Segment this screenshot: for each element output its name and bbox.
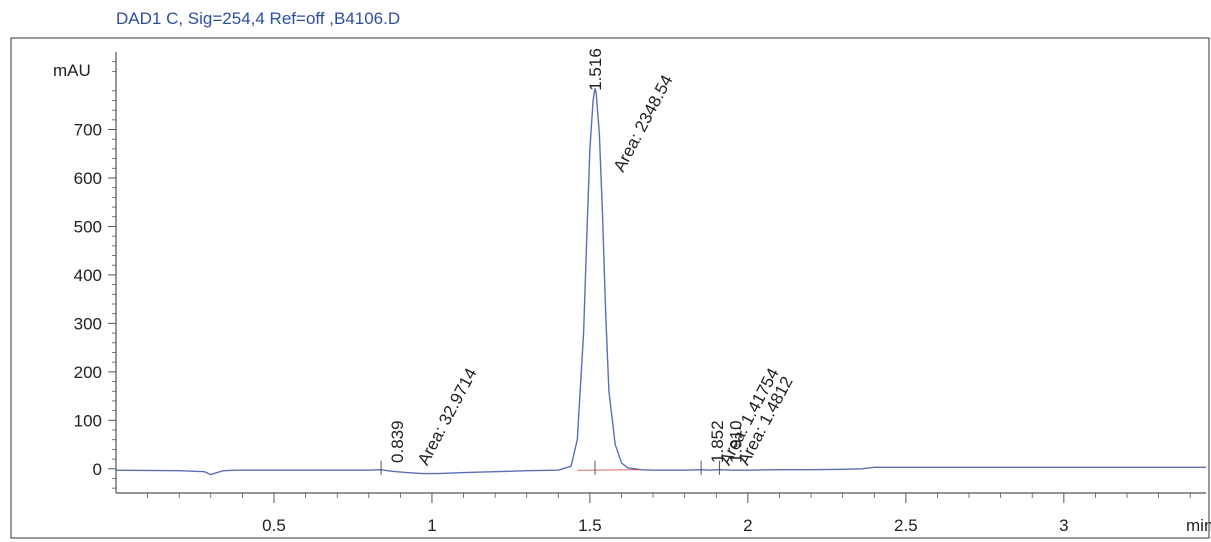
x-tick-label: 0.5 — [262, 516, 286, 535]
peak-rt-label: 1.910 — [726, 420, 745, 463]
y-tick-label: 500 — [74, 217, 102, 236]
signal-trace — [115, 88, 1206, 476]
plot-frame — [10, 37, 1210, 539]
x-tick-label: 3 — [1059, 516, 1068, 535]
axis-ticks: 0 100 200 300 400 500 600 700 0.5 1 1.5 2 2.5 3 — [74, 61, 1191, 535]
y-tick-label: 100 — [74, 411, 102, 430]
peak-rt-label: 0.839 — [388, 420, 407, 463]
y-tick-label: 0 — [93, 460, 102, 479]
y-tick-label: 600 — [74, 169, 102, 188]
peak-area-label: Area: 2348.54 — [610, 72, 677, 175]
x-tick-label: 2.5 — [894, 516, 918, 535]
x-tick-label: 2 — [743, 516, 752, 535]
x-tick-label: 1 — [427, 516, 436, 535]
x-tick-label: 1.5 — [578, 516, 602, 535]
y-tick-label: 300 — [74, 314, 102, 333]
y-tick-label: 700 — [74, 121, 102, 140]
peak-area-label: Area: 32.9714 — [414, 365, 481, 468]
chart-title: DAD1 C, Sig=254,4 Ref=off ,B4106.D — [116, 9, 400, 28]
x-axis-label: min — [1186, 516, 1211, 535]
peak-rt-label: 1.516 — [586, 48, 605, 91]
y-axis-label: mAU — [53, 61, 91, 80]
peak-rt-label: 1.852 — [708, 420, 727, 463]
signal-trace-group — [115, 88, 1206, 476]
y-tick-label: 400 — [74, 266, 102, 285]
outer-frame — [10, 37, 1210, 539]
y-tick-label: 200 — [74, 363, 102, 382]
peak-annotations: 0.839 Area: 32.9714 1.516 Area: 2348.54 1.85… — [380, 48, 797, 475]
